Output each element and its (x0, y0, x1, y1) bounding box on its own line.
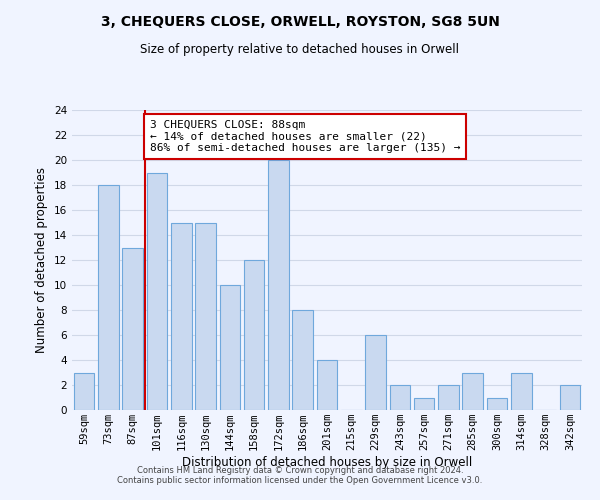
Bar (268, 160, 289, 410)
Bar (389, 385, 410, 410)
Bar (74, 372, 94, 410)
Bar (317, 360, 337, 410)
Y-axis label: Number of detached properties: Number of detached properties (35, 167, 49, 353)
Bar (414, 398, 434, 410)
Bar (146, 172, 167, 410)
Bar (98, 185, 119, 410)
Bar (244, 260, 265, 410)
Bar (487, 398, 508, 410)
Bar (292, 310, 313, 410)
Text: Size of property relative to detached houses in Orwell: Size of property relative to detached ho… (140, 42, 460, 56)
Bar (560, 385, 580, 410)
Bar (365, 335, 386, 410)
Bar (122, 248, 143, 410)
Bar (438, 385, 459, 410)
Text: Contains HM Land Registry data © Crown copyright and database right 2024.
Contai: Contains HM Land Registry data © Crown c… (118, 466, 482, 485)
Bar (463, 372, 483, 410)
Bar (511, 372, 532, 410)
X-axis label: Distribution of detached houses by size in Orwell: Distribution of detached houses by size … (182, 456, 472, 469)
Text: 3, CHEQUERS CLOSE, ORWELL, ROYSTON, SG8 5UN: 3, CHEQUERS CLOSE, ORWELL, ROYSTON, SG8 … (101, 15, 499, 29)
Bar (171, 222, 191, 410)
Bar (220, 285, 240, 410)
Bar (195, 222, 216, 410)
Text: 3 CHEQUERS CLOSE: 88sqm
← 14% of detached houses are smaller (22)
86% of semi-de: 3 CHEQUERS CLOSE: 88sqm ← 14% of detache… (150, 120, 460, 153)
